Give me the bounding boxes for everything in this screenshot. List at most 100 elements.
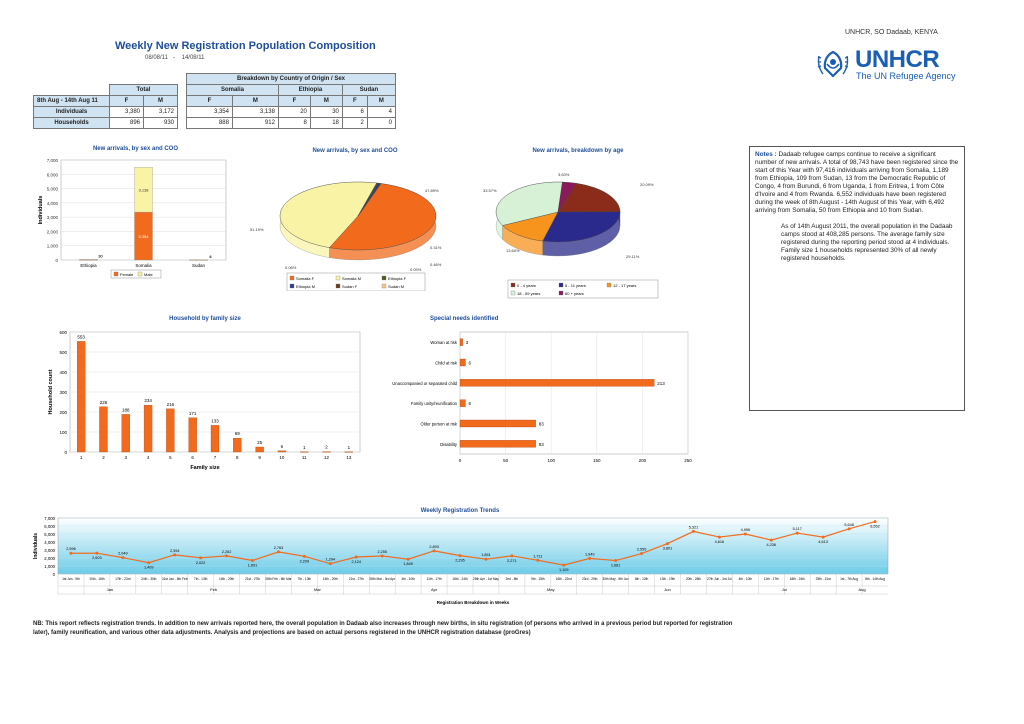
x-tick-label: 5 xyxy=(169,455,172,460)
data-label: 2,555 xyxy=(637,548,647,552)
legend-label: Female xyxy=(120,272,134,277)
pie-label: 33.57% xyxy=(483,188,497,193)
month-label: Apr xyxy=(431,587,438,592)
bar xyxy=(344,451,353,453)
table-row: Households 896 930 888 912 8 18 2 0 xyxy=(33,117,397,129)
y-tick-label: 300 xyxy=(59,390,67,395)
data-label: 3,801 xyxy=(663,547,673,551)
x-tick-label: 27th Jun - 3rd Jul xyxy=(707,577,732,581)
data-label: 5,648 xyxy=(844,523,854,527)
sex-header: F xyxy=(186,95,233,107)
logo-tagline: The UN Refugee Agency xyxy=(856,71,956,81)
date-separator: - xyxy=(172,55,175,61)
y-tick-label: 0 xyxy=(64,450,67,455)
data-point xyxy=(873,520,877,524)
bar xyxy=(322,451,331,453)
x-tick-label: 4th - 10th xyxy=(401,577,415,581)
table-cell: 0 xyxy=(366,117,397,129)
x-tick-label: 28th Feb - 6th Mar xyxy=(265,577,292,581)
data-point xyxy=(640,552,644,556)
data-point xyxy=(666,542,670,546)
data-label: 213 xyxy=(657,381,665,386)
legend-box xyxy=(507,279,659,299)
sex-header: M xyxy=(309,95,343,107)
legend-box xyxy=(110,269,162,279)
x-tick-label: 25th - 31st xyxy=(816,577,831,581)
bar xyxy=(255,446,264,453)
table-cell: 20 xyxy=(277,106,311,118)
table-period: 8th Aug - 14th Aug 11 xyxy=(33,95,110,107)
data-label: 30 xyxy=(98,253,103,258)
page-title: Weekly New Registration Population Compo… xyxy=(115,40,376,52)
data-label: 171 xyxy=(189,411,197,416)
legend-label: 18 - 59 years xyxy=(517,291,540,296)
legend-swatch xyxy=(558,290,564,296)
legend-swatch xyxy=(381,275,387,281)
pie-slice xyxy=(542,211,621,243)
chart-arrivals-bar: New arrivals, by sex and COO 0 1,000 2,000… xyxy=(33,146,238,286)
data-label: 216 xyxy=(167,402,175,407)
data-point xyxy=(173,553,177,557)
data-label: 2,394 xyxy=(170,549,180,553)
bar xyxy=(188,417,197,453)
plot-area xyxy=(57,517,889,575)
data-label: 20 xyxy=(98,254,103,259)
x-tick-label: 50 xyxy=(503,458,509,463)
table-country-header: Sudan xyxy=(341,84,397,96)
y-tick-label: 5,000 xyxy=(44,532,55,537)
x-tick-label: 25th Apr - 1st May xyxy=(473,577,499,581)
x-tick-label: 3 xyxy=(125,455,128,460)
x-tick-label: 18th - 24th xyxy=(452,577,467,581)
month-label: Mar xyxy=(314,587,322,592)
data-label: 1 xyxy=(303,445,306,450)
pie-slice xyxy=(357,183,382,217)
x-tick-label: 7 xyxy=(214,455,217,460)
data-label: 4,613 xyxy=(818,540,828,544)
data-point xyxy=(276,550,280,554)
data-label: 1,109 xyxy=(559,568,569,572)
data-point xyxy=(354,555,358,559)
table-cell: 30 xyxy=(309,106,343,118)
unhcr-emblem-icon xyxy=(817,50,849,78)
data-point xyxy=(795,531,799,535)
data-label: 5,117 xyxy=(793,527,802,531)
chart-arrivals-bar-svg: 0 1,000 2,000 3,000 4,000 5,000 6,000 7,000 Indi… xyxy=(38,158,227,279)
pie-label: 13.60% xyxy=(506,248,520,253)
x-tick-label: 1st - 7th Aug xyxy=(840,577,858,581)
table-cell: 6 xyxy=(341,106,368,118)
legend-swatch xyxy=(381,283,387,289)
x-tick-label: 2nd - 8th xyxy=(506,577,519,581)
x-tick-label: 16th - 22nd xyxy=(556,577,572,581)
pie-label: 0.06% xyxy=(285,265,297,270)
table-cell: 912 xyxy=(231,117,279,129)
table-cell: 3,172 xyxy=(143,106,178,118)
chart-title: Weekly Registration Trends xyxy=(420,508,500,514)
data-label: 3 xyxy=(466,340,469,345)
pie-slice xyxy=(495,181,563,226)
table-cell: 18 xyxy=(309,117,343,129)
chart-special-needs-svg: 0 50 100 150 200 250 3 Woman at risk 6 Child at r… xyxy=(392,331,692,463)
bar-segment xyxy=(79,259,98,261)
data-label: 6 xyxy=(281,444,284,449)
data-label: 133 xyxy=(211,418,219,423)
data-label: 2 xyxy=(325,445,328,450)
y-tick-label: 100 xyxy=(59,430,67,435)
pie-label: 3.63% xyxy=(558,172,570,177)
data-point xyxy=(769,538,773,542)
data-point xyxy=(847,527,851,531)
notes-label: Notes : xyxy=(755,151,777,158)
data-label: 2,022 xyxy=(196,561,206,565)
x-tick-label: 9 xyxy=(258,455,261,460)
x-tick-label: 200 xyxy=(639,458,647,463)
x-tick-label: 23rd - 29th xyxy=(582,577,598,581)
legend-label: Sudan M xyxy=(388,284,404,289)
y-tick-label: 3,000 xyxy=(47,215,59,220)
table-row: Individuals 3,380 3,172 3,354 3,138 20 3… xyxy=(33,106,397,118)
month-label: May xyxy=(547,587,555,592)
data-label: 2,893 xyxy=(429,545,439,549)
legend-label: Male xyxy=(144,272,153,277)
bar xyxy=(143,405,153,453)
data-label: 226 xyxy=(100,400,108,405)
data-point xyxy=(717,535,721,539)
